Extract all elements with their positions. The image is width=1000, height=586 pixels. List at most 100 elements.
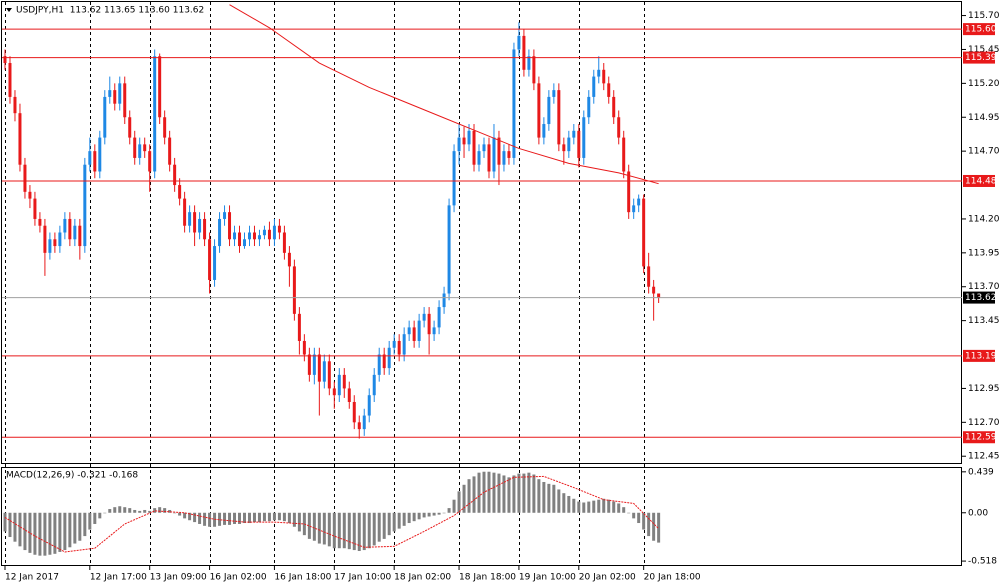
- candle-body: [562, 144, 566, 152]
- candle-body: [397, 340, 401, 355]
- histogram-bar: [517, 473, 521, 513]
- x-tick-label: 18 Jan 18:00: [459, 573, 516, 583]
- y-tick-label: 115.70: [968, 11, 1000, 21]
- histogram-bar: [292, 512, 296, 527]
- x-tick-label: 20 Jan 02:00: [579, 573, 636, 583]
- histogram-bar: [68, 512, 72, 548]
- y-tick-label: 112.70: [968, 418, 1000, 428]
- candle-body: [637, 198, 641, 206]
- candle-body: [447, 205, 451, 294]
- y-tick-label: 0.439: [968, 467, 994, 477]
- histogram-bar: [198, 512, 202, 524]
- histogram-bar: [562, 493, 566, 513]
- histogram-bar: [657, 512, 661, 543]
- candle-body: [572, 130, 576, 138]
- candle-body: [657, 293, 661, 298]
- y-tick-label: 112.45: [968, 452, 1000, 462]
- candle-body: [522, 35, 526, 70]
- candle-body: [233, 232, 237, 240]
- histogram-bar: [492, 472, 496, 513]
- candle-body: [502, 151, 506, 165]
- histogram-bar: [502, 475, 506, 513]
- level-tag: [963, 349, 995, 362]
- histogram-bar: [402, 512, 406, 526]
- histogram-bar: [357, 512, 361, 552]
- candle-body: [238, 232, 242, 247]
- candle-body: [63, 218, 67, 233]
- candle-body: [267, 229, 271, 240]
- histogram-bar: [38, 512, 42, 556]
- histogram-bar: [597, 499, 601, 513]
- candle-body: [143, 144, 147, 152]
- level-tag: [963, 174, 995, 187]
- candle-body: [8, 63, 12, 97]
- histogram-bar: [542, 481, 546, 513]
- histogram-bar: [552, 484, 556, 513]
- histogram-bar: [262, 512, 266, 522]
- candle-body: [118, 83, 122, 104]
- histogram-bar: [507, 477, 511, 513]
- candle-body: [372, 374, 376, 396]
- histogram-bar: [13, 512, 17, 542]
- candle-body: [307, 354, 311, 375]
- candle-body: [28, 191, 32, 199]
- y-tick-label: 114.70: [968, 147, 1000, 157]
- candle-body: [592, 76, 596, 97]
- candle-body: [193, 212, 197, 233]
- histogram-bar: [183, 512, 187, 519]
- candle-body: [367, 395, 371, 416]
- histogram-bar: [332, 512, 336, 549]
- candle-body: [617, 117, 621, 138]
- indicator-title: MACD(12,26,9) -0.321 -0.168: [6, 471, 138, 481]
- histogram-bar: [193, 512, 197, 523]
- candle-body: [257, 235, 261, 240]
- candle-body: [487, 144, 491, 172]
- candle-body: [507, 151, 511, 158]
- candle-body: [302, 340, 306, 355]
- histogram-bar: [442, 512, 446, 514]
- candle-body: [322, 361, 326, 382]
- histogram-bar: [462, 484, 466, 513]
- histogram-bar: [512, 475, 516, 513]
- histogram-bar: [128, 508, 132, 513]
- candle-body: [622, 137, 626, 172]
- histogram-bar: [242, 512, 246, 524]
- level-label: 113.19: [965, 351, 997, 361]
- candle-body: [527, 56, 531, 70]
- histogram-bar: [118, 506, 122, 513]
- histogram-bar: [113, 507, 117, 513]
- candle-body: [567, 137, 571, 152]
- candle-body: [557, 90, 561, 145]
- histogram-bar: [153, 508, 157, 513]
- candle-body: [552, 90, 556, 97]
- y-tick-label: 114.20: [968, 214, 1000, 224]
- histogram-bar: [612, 501, 616, 513]
- level-label: 115.60: [965, 25, 997, 35]
- candle-body: [472, 130, 476, 165]
- candle-body: [38, 218, 42, 226]
- histogram-bar: [347, 512, 351, 550]
- histogram-bar: [422, 512, 426, 518]
- candle-body: [387, 347, 391, 369]
- candle-body: [652, 286, 656, 294]
- last-price-label: 113.62: [965, 293, 997, 303]
- candle-body: [148, 151, 152, 172]
- candle-body: [13, 96, 17, 114]
- histogram-bar: [472, 476, 476, 513]
- candle-body: [163, 117, 167, 138]
- histogram-bar: [642, 512, 646, 530]
- x-tick-label: 12 Jan 2017: [5, 573, 59, 583]
- y-tick-label: 113.45: [968, 316, 1000, 326]
- histogram-bar: [3, 512, 7, 532]
- histogram-bar: [397, 512, 401, 529]
- histogram-bar: [647, 512, 651, 537]
- candle-body: [432, 327, 436, 335]
- histogram-bar: [108, 509, 112, 513]
- candle-body: [352, 401, 356, 423]
- candle-body: [442, 293, 446, 308]
- candle-body: [437, 307, 441, 328]
- candle-body: [347, 388, 351, 402]
- histogram-bar: [287, 512, 291, 524]
- candle-body: [98, 137, 102, 172]
- dropdown-icon[interactable]: [6, 8, 12, 12]
